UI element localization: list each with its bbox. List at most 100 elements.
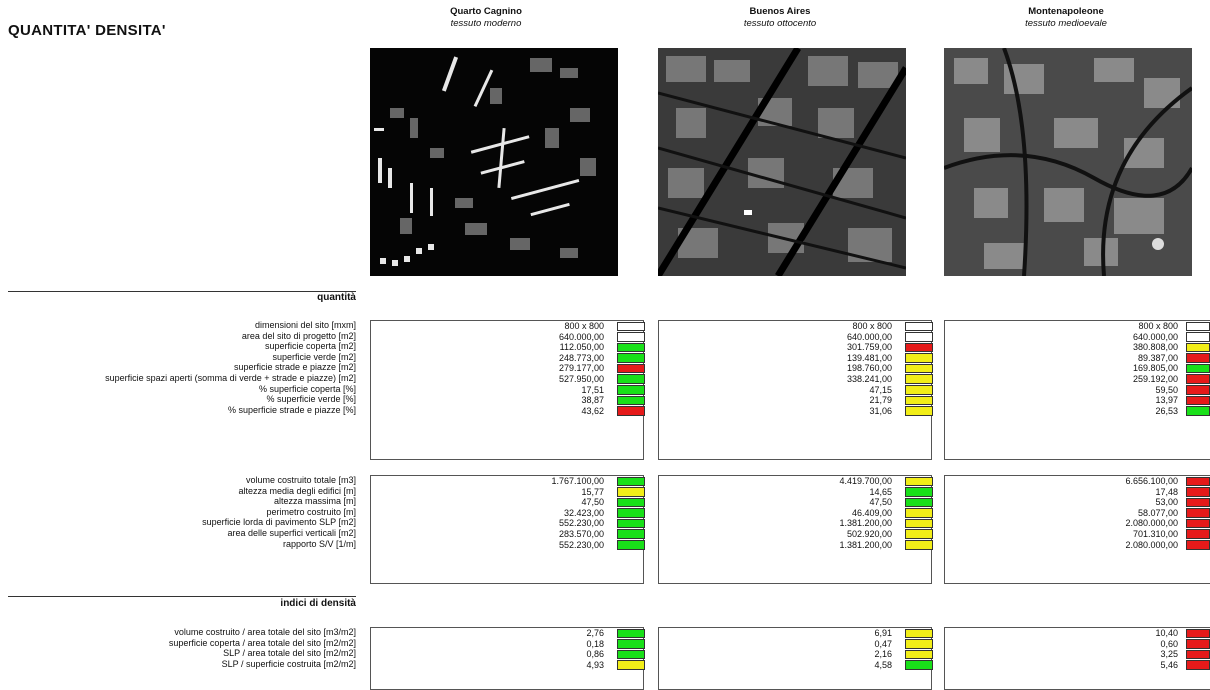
value-cell: 53,00 <box>1155 497 1178 508</box>
row-label: perimetro costruito [m] <box>266 506 356 517</box>
value-cell: 10,40 <box>1155 628 1178 638</box>
indicator-green <box>617 476 645 487</box>
value-column: 10,40 0,60 3,25 5,46 <box>956 628 1178 670</box>
indicator-white <box>905 332 933 342</box>
indicator-yellow <box>905 529 933 540</box>
value-cell: 338.241,00 <box>846 373 892 384</box>
value-cell: 283.570,00 <box>558 528 604 539</box>
section-title-quantita: quantità <box>317 292 356 303</box>
map-buenos-aires <box>658 48 906 276</box>
row-label: superficie spazi aperti (somma di verde … <box>105 372 356 383</box>
value-cell: 31,06 <box>869 405 892 416</box>
row-label: superficie verde [m2] <box>272 351 356 362</box>
value-cell: 0,18 <box>586 638 604 649</box>
indicator-column <box>617 321 645 417</box>
indicator-red <box>1186 529 1210 540</box>
indicator-red <box>1186 518 1210 529</box>
indicator-red <box>1186 476 1210 487</box>
value-column: 6.656.100,00 17,48 53,00 58.077,00 2.080.000… <box>956 476 1178 550</box>
row-label: area del sito di progetto [m2] <box>241 330 356 341</box>
value-cell: 3,25 <box>1160 649 1178 660</box>
site-description: tessuto ottocento <box>743 18 817 29</box>
values-box <box>658 475 932 584</box>
indicator-yellow <box>905 395 933 406</box>
value-cell: 800 x 800 <box>564 321 604 331</box>
value-cell: 17,48 <box>1155 486 1178 497</box>
value-cell: 1.381.200,00 <box>839 518 892 529</box>
value-cell: 89.387,00 <box>1137 352 1178 363</box>
indicator-green <box>617 639 645 649</box>
section-divider <box>8 596 356 597</box>
indicator-red <box>1186 540 1210 550</box>
value-cell: 21,79 <box>869 395 892 406</box>
indicator-red <box>617 363 645 374</box>
indicator-red <box>1186 497 1210 508</box>
value-cell: 248.773,00 <box>558 352 604 363</box>
indicator-white <box>617 321 645 332</box>
row-label: % superficie strade e piazze [%] <box>227 404 356 415</box>
value-column: 6,91 0,47 2,16 4,58 <box>670 628 892 670</box>
site-description: tessuto moderno <box>450 18 522 29</box>
value-cell: 640.000,00 <box>558 331 604 342</box>
values-box <box>658 627 932 690</box>
indicator-yellow <box>905 628 933 639</box>
row-label: area delle superfici verticali [m2] <box>227 527 356 538</box>
value-cell: 47,50 <box>869 497 892 508</box>
value-cell: 14,65 <box>869 486 892 497</box>
indicator-green <box>617 508 645 518</box>
value-cell: 0,47 <box>874 638 892 649</box>
indicator-yellow <box>905 363 933 374</box>
indicator-yellow <box>905 508 933 518</box>
indicator-green <box>905 487 933 497</box>
value-cell: 2.080.000,00 <box>1125 539 1178 550</box>
value-cell: 26,53 <box>1155 405 1178 416</box>
indicator-yellow <box>905 540 933 550</box>
indicator-red <box>617 406 645 416</box>
row-label: superficie lorda di pavimento SLP [m2] <box>202 517 356 528</box>
value-cell: 43,62 <box>581 405 604 416</box>
indicator-column <box>617 476 645 551</box>
value-cell: 4,58 <box>874 659 892 670</box>
value-cell: 527.950,00 <box>558 373 604 384</box>
row-labels-group3: volume costruito / area totale del sito … <box>169 627 356 669</box>
site-header-quarto-cagnino: Quarto Cagnino tessuto moderno <box>366 6 606 30</box>
indicator-yellow <box>905 406 933 416</box>
indicator-yellow <box>905 374 933 385</box>
page-title: QUANTITA' DENSITA' <box>8 22 166 39</box>
value-cell: 6,91 <box>874 628 892 638</box>
indicator-red <box>1186 508 1210 518</box>
value-cell: 17,51 <box>581 384 604 395</box>
value-cell: 112.050,00 <box>559 342 604 353</box>
value-cell: 259.192,00 <box>1132 373 1178 384</box>
values-box <box>944 320 1210 460</box>
indicator-white <box>1186 321 1210 332</box>
site-header-buenos-aires: Buenos Aires tessuto ottocento <box>660 6 900 30</box>
value-cell: 47,50 <box>581 497 604 508</box>
row-label: rapporto S/V [1/m] <box>282 538 356 549</box>
value-cell: 59,50 <box>1155 384 1178 395</box>
indicator-column <box>1186 321 1210 417</box>
site-name: Buenos Aires <box>749 6 811 17</box>
indicator-red <box>1186 385 1210 395</box>
value-cell: 139.481,00 <box>846 352 892 363</box>
indicator-red <box>1186 639 1210 649</box>
indicator-red <box>1186 660 1210 670</box>
indicator-yellow <box>905 476 933 487</box>
value-cell: 301.759,00 <box>846 342 892 353</box>
value-cell: 0,86 <box>586 649 604 660</box>
row-label: superficie coperta / area totale del sit… <box>168 637 356 648</box>
value-cell: 380.808,00 <box>1132 342 1178 353</box>
indicator-red <box>1186 395 1210 406</box>
values-box <box>658 320 932 460</box>
value-cell: 1.767.100,00 <box>551 476 604 486</box>
value-cell: 552.230,00 <box>558 539 604 550</box>
value-cell: 640.000,00 <box>1132 331 1178 342</box>
indicator-yellow <box>905 639 933 649</box>
row-label: SLP / area totale del sito [m2/m2] <box>223 648 356 659</box>
site-header-montenapoleone: Montenapoleone tessuto medioevale <box>946 6 1186 30</box>
indicator-green <box>1186 363 1210 374</box>
row-label: superficie strade e piazze [m2] <box>233 362 356 373</box>
row-label: dimensioni del sito [mxm] <box>254 320 356 330</box>
value-cell: 32.423,00 <box>563 507 604 518</box>
value-cell: 46.409,00 <box>851 507 892 518</box>
